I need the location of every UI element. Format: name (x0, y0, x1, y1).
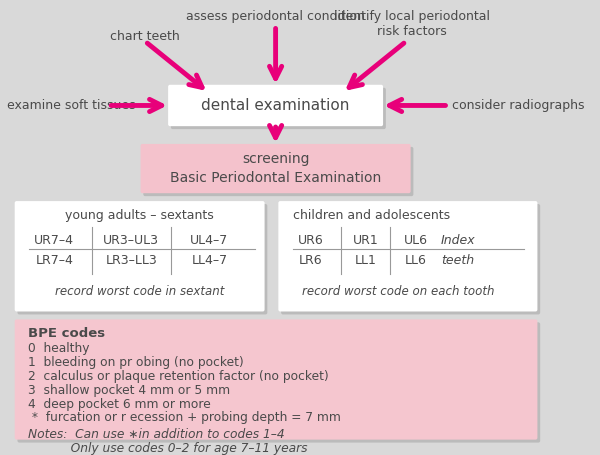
Text: Only use codes 0–2 for age 7–11 years: Only use codes 0–2 for age 7–11 years (28, 442, 307, 455)
Text: UR1: UR1 (353, 234, 379, 247)
FancyBboxPatch shape (14, 201, 265, 312)
Text: LL1: LL1 (355, 254, 377, 267)
Text: identify local periodontal
risk factors: identify local periodontal risk factors (334, 10, 490, 38)
Text: consider radiographs: consider radiographs (452, 99, 584, 112)
FancyBboxPatch shape (278, 201, 538, 312)
Text: assess periodontal condition: assess periodontal condition (186, 10, 365, 23)
Text: LR7–4: LR7–4 (35, 254, 73, 267)
FancyBboxPatch shape (143, 147, 413, 196)
FancyBboxPatch shape (17, 322, 540, 443)
Text: LL6: LL6 (405, 254, 427, 267)
FancyBboxPatch shape (281, 204, 540, 314)
Text: Notes:  Can use ∗in addition to codes 1–4: Notes: Can use ∗in addition to codes 1–4 (28, 428, 284, 441)
Text: examine soft tissues: examine soft tissues (7, 99, 136, 112)
FancyBboxPatch shape (140, 144, 410, 193)
Text: UL4–7: UL4–7 (190, 234, 229, 247)
Text: BPE codes: BPE codes (28, 327, 104, 340)
Text: 4  deep pocket 6 mm or more: 4 deep pocket 6 mm or more (28, 398, 211, 411)
Text: LL4–7: LL4–7 (191, 254, 227, 267)
Text: 2  calculus or plaque retention factor (no pocket): 2 calculus or plaque retention factor (n… (28, 370, 328, 383)
Text: LR3–LL3: LR3–LL3 (106, 254, 157, 267)
Text: *  furcation or r ecession + probing depth = 7 mm: * furcation or r ecession + probing dept… (28, 411, 340, 425)
Text: chart teeth: chart teeth (110, 30, 180, 43)
Text: UR3–UL3: UR3–UL3 (103, 234, 160, 247)
Text: 3  shallow pocket 4 mm or 5 mm: 3 shallow pocket 4 mm or 5 mm (28, 384, 230, 397)
Text: record worst code in sextant: record worst code in sextant (55, 285, 224, 298)
Text: dental examination: dental examination (202, 98, 350, 113)
Text: 0  healthy: 0 healthy (28, 343, 89, 355)
Text: teeth: teeth (441, 254, 474, 267)
Text: UR6: UR6 (298, 234, 323, 247)
Text: record worst code on each tooth: record worst code on each tooth (302, 285, 495, 298)
FancyBboxPatch shape (17, 204, 268, 314)
Text: LR6: LR6 (299, 254, 322, 267)
Text: screening
Basic Periodontal Examination: screening Basic Periodontal Examination (170, 152, 381, 185)
Text: children and adolescents: children and adolescents (293, 209, 451, 222)
Text: 1  bleeding on pr obing (no pocket): 1 bleeding on pr obing (no pocket) (28, 356, 244, 369)
Text: Index: Index (441, 234, 476, 247)
Text: UR7–4: UR7–4 (34, 234, 74, 247)
FancyBboxPatch shape (14, 319, 538, 440)
FancyBboxPatch shape (168, 85, 383, 126)
Text: UL6: UL6 (404, 234, 428, 247)
Text: young adults – sextants: young adults – sextants (65, 209, 214, 222)
FancyBboxPatch shape (171, 88, 386, 129)
